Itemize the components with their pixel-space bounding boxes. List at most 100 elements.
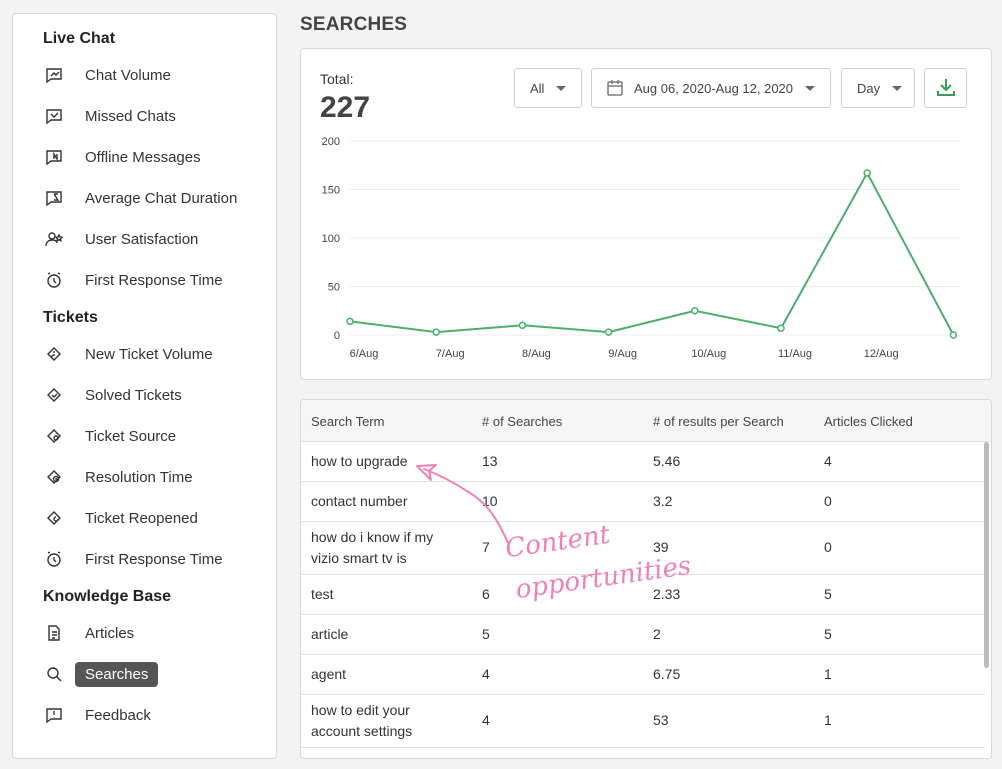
date-range-picker[interactable]: Aug 06, 2020-Aug 12, 2020 — [591, 68, 831, 108]
sidebar-item-label: Average Chat Duration — [85, 189, 238, 207]
x-tick-label: 11/Aug — [778, 348, 812, 360]
sidebar-item-average-chat-duration[interactable]: Average Chat Duration — [45, 185, 247, 211]
ticket-icon — [45, 427, 63, 445]
table-row[interactable]: how to edit your account settings 4 53 1 — [301, 695, 985, 748]
cell-results-per-search: 2.33 — [653, 586, 681, 602]
table-row[interactable]: how to upgrade 13 5.46 4 — [301, 442, 985, 482]
sidebar-item-solved-tickets[interactable]: Solved Tickets — [45, 382, 192, 408]
x-tick-label: 9/Aug — [608, 348, 637, 360]
cell-results-per-search: 53 — [653, 712, 669, 728]
cell-articles-clicked: 0 — [824, 539, 832, 555]
table-row[interactable]: agent 4 6.75 1 — [301, 655, 985, 695]
cell-search-term: how to upgrade — [311, 453, 408, 469]
sidebar-item-chat-volume[interactable]: Chat Volume — [45, 62, 181, 88]
missed-chats-icon — [45, 107, 63, 125]
filter-value: All — [530, 80, 545, 96]
document-icon — [45, 624, 63, 642]
y-tick-label: 0 — [334, 330, 340, 342]
chat-duration-icon — [45, 189, 63, 207]
chevron-down-icon — [892, 85, 903, 91]
sidebar-item-label: Articles — [85, 624, 135, 642]
cell-search-term: test — [311, 586, 334, 602]
sidebar-item-user-satisfaction[interactable]: User Satisfaction — [45, 226, 208, 252]
filter-dropdown[interactable]: All — [514, 68, 582, 108]
column-header-search-term[interactable]: Search Term — [311, 414, 385, 429]
table-row[interactable]: article 5 2 5 — [301, 615, 985, 655]
cell-results-per-search: 2 — [653, 626, 661, 642]
ticket-icon — [45, 509, 63, 527]
x-tick-label: 12/Aug — [864, 348, 899, 360]
download-icon — [935, 76, 957, 101]
ticket-icon — [45, 468, 63, 486]
y-tick-label: 100 — [322, 233, 340, 245]
column-header-articles-clicked[interactable]: Articles Clicked — [824, 414, 913, 429]
total-label: Total: — [320, 71, 354, 87]
x-tick-label: 10/Aug — [691, 348, 726, 360]
data-point — [863, 169, 871, 177]
table-header: Search Term # of Searches # of results p… — [301, 400, 991, 442]
granularity-value: Day — [857, 80, 881, 96]
data-point — [604, 328, 613, 336]
chevron-down-icon — [556, 85, 567, 91]
cell-articles-clicked: 1 — [824, 712, 832, 728]
y-tick-label: 200 — [322, 136, 340, 148]
x-tick-label: 7/Aug — [436, 348, 465, 360]
sidebar: Live Chat Chat Volume Missed Chats Offli… — [12, 13, 277, 759]
sidebar-item-resolution-time[interactable]: Resolution Time — [45, 464, 203, 490]
data-point — [949, 331, 958, 339]
table-row[interactable]: how do i know if my vizio smart tv is 7 … — [301, 522, 985, 575]
sidebar-item-ticket-source[interactable]: Ticket Source — [45, 423, 186, 449]
granularity-dropdown[interactable]: Day — [841, 68, 915, 108]
table-scrollbar[interactable] — [984, 442, 989, 668]
cell-articles-clicked: 1 — [824, 666, 832, 682]
sidebar-item-label: Searches — [75, 661, 159, 687]
cell-searches: 10 — [482, 493, 498, 509]
cell-searches: 7 — [482, 539, 490, 555]
alarm-clock-icon — [45, 550, 63, 568]
cell-searches: 13 — [482, 453, 498, 469]
ticket-icon — [45, 345, 63, 363]
offline-messages-icon — [45, 148, 63, 166]
cell-results-per-search: 6.75 — [653, 666, 681, 682]
cell-search-term: article — [311, 626, 349, 642]
sidebar-item-articles[interactable]: Articles — [45, 620, 144, 646]
y-tick-label: 50 — [328, 282, 340, 294]
section-title-tickets: Tickets — [43, 309, 98, 326]
sidebar-item-searches[interactable]: Searches — [45, 661, 159, 687]
sidebar-item-label: New Ticket Volume — [85, 345, 213, 363]
feedback-icon — [45, 706, 63, 724]
sidebar-item-feedback[interactable]: Feedback — [45, 702, 161, 728]
cell-articles-clicked: 4 — [824, 453, 832, 469]
sidebar-item-ticket-reopened[interactable]: Ticket Reopened — [45, 505, 208, 531]
alarm-clock-icon — [45, 271, 63, 289]
page-title: SEARCHES — [300, 14, 408, 35]
sidebar-item-label: First Response Time — [85, 550, 223, 568]
chevron-down-icon — [805, 85, 816, 91]
column-header-results-per-search[interactable]: # of results per Search — [653, 414, 784, 429]
searches-line-chart: 0 50 100 150 200 6/Aug 7/Aug 8/Aug 9/Aug 10/Aug 11… — [322, 136, 961, 360]
sidebar-item-offline-messages[interactable]: Offline Messages — [45, 144, 211, 170]
cell-results-per-search: 3.2 — [653, 493, 673, 509]
cell-articles-clicked: 0 — [824, 493, 832, 509]
series-line — [349, 170, 955, 336]
table-row[interactable]: test 6 2.33 5 — [301, 575, 985, 615]
table-row[interactable]: contact number 10 3.2 0 — [301, 482, 985, 522]
chart-card: Total: 227 All Aug 06, 2020-Aug 12, 2020… — [300, 48, 992, 380]
sidebar-item-label: Solved Tickets — [85, 386, 182, 404]
sidebar-item-missed-chats[interactable]: Missed Chats — [45, 103, 186, 129]
sidebar-item-label: Feedback — [85, 706, 151, 724]
sidebar-item-label: Offline Messages — [85, 148, 201, 166]
data-point — [432, 328, 440, 336]
cell-search-term: agent — [311, 666, 347, 682]
sidebar-item-first-response-time-tickets[interactable]: First Response Time — [45, 546, 233, 572]
cell-articles-clicked: 5 — [824, 626, 832, 642]
section-title-live-chat: Live Chat — [43, 30, 116, 47]
download-button[interactable] — [924, 68, 967, 108]
y-tick-label: 150 — [322, 185, 340, 197]
sidebar-item-first-response-time-chat[interactable]: First Response Time — [45, 267, 233, 293]
sidebar-item-label: Ticket Source — [85, 427, 177, 445]
cell-results-per-search: 39 — [653, 539, 669, 555]
sidebar-item-label: User Satisfaction — [85, 230, 199, 248]
column-header-searches[interactable]: # of Searches — [482, 414, 563, 429]
sidebar-item-new-ticket-volume[interactable]: New Ticket Volume — [45, 341, 223, 367]
